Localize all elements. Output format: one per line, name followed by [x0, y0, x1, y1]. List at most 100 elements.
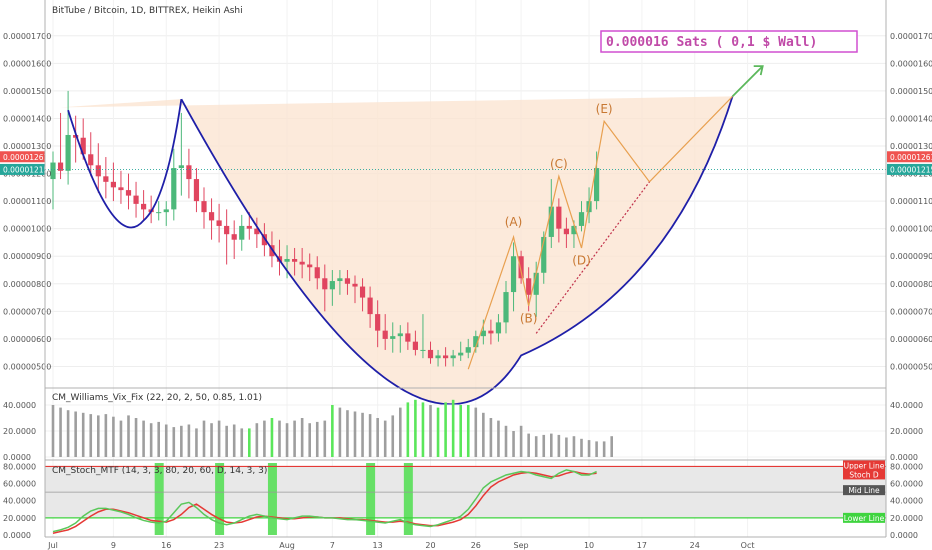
vix-bar	[278, 420, 281, 457]
candle-body	[541, 236, 547, 273]
candle-body	[110, 181, 116, 188]
candle-body	[118, 187, 124, 191]
stoch-right-tick: 40.0000	[890, 497, 923, 506]
wave-label: (D)	[572, 254, 591, 268]
vix-bar	[81, 412, 85, 457]
left-price-tick: 0.00000500	[3, 362, 51, 371]
time-axis: Jul 9 16 23 Aug 7 13 20 26 Sep 10 17 24 Oct	[47, 541, 754, 550]
vix-bar	[112, 416, 115, 457]
price-tag-text-upper-left: 0.00001261	[3, 153, 49, 162]
candle-body	[359, 286, 366, 298]
vix-left-tick: 0.0000	[3, 453, 31, 462]
candle-body	[80, 137, 86, 155]
candle-body	[231, 234, 237, 240]
stoch-k-line	[52, 469, 597, 533]
vix-bar	[338, 407, 342, 457]
candle-body	[261, 234, 267, 246]
candle-body	[571, 225, 577, 235]
vix-bar	[512, 431, 515, 457]
vix-bar	[436, 407, 440, 457]
candle-body	[526, 278, 532, 295]
stoch-upper-tag-bg	[843, 460, 885, 471]
vix-bar	[391, 415, 395, 457]
wave-label: (A)	[505, 215, 523, 229]
candle-body	[367, 297, 373, 315]
price-tag-text-lower-right: 0.00001215	[890, 165, 932, 174]
left-price-tick: 0.00000800	[3, 280, 51, 289]
vix-bar	[534, 436, 538, 457]
vix-bar	[59, 407, 62, 457]
stoch-d-tag-bg	[843, 469, 885, 480]
stoch-lower-tag-bg	[843, 512, 885, 523]
vix-bar	[300, 418, 304, 457]
time-tick: 20	[425, 541, 435, 550]
vix-bar	[459, 405, 462, 457]
candle-body	[420, 349, 426, 351]
candle-body	[533, 272, 539, 295]
right-price-tick: 0.00000600	[890, 335, 932, 344]
left-price-tick: 0.00001000	[3, 225, 51, 234]
wave-label: (B)	[520, 311, 538, 325]
vix-bar	[293, 420, 296, 457]
vix-bar	[565, 437, 568, 457]
vix-bar	[225, 425, 228, 457]
stoch-right-tick: 80.0000	[890, 462, 923, 471]
stoch-right-tick: 60.0000	[890, 480, 923, 489]
annotation-box	[600, 30, 858, 53]
candle-body	[397, 333, 403, 337]
vix-axes: 40.0000 40.0000 20.0000 20.0000 0.0000 0.0000	[3, 401, 923, 462]
candle-body	[156, 212, 162, 214]
price-tag-text-upper-right: 0.00001261	[890, 153, 932, 162]
right-price-tick: 0.00001400	[890, 114, 932, 123]
vix-bar	[263, 420, 266, 457]
candle-body	[246, 225, 252, 229]
vix-bar	[376, 418, 379, 457]
candle-body	[50, 162, 56, 180]
candle-body	[503, 292, 509, 323]
candle-body	[556, 206, 562, 229]
time-tick: Sep	[514, 541, 529, 550]
vix-bar	[232, 424, 236, 457]
stoch-lower-tag: Lower Line	[844, 514, 885, 523]
stoch-left-tick: 0.0000	[3, 531, 31, 540]
stoch-signal-bar	[366, 463, 376, 535]
time-tick: 7	[330, 541, 335, 550]
vix-bar	[489, 418, 493, 457]
candle-body	[344, 278, 351, 284]
vix-bar	[315, 421, 319, 457]
vix-bar	[164, 424, 168, 457]
candle-body	[548, 206, 554, 237]
right-price-tick: 0.00001300	[890, 142, 932, 151]
left-price-tick: 0.00001600	[3, 59, 51, 68]
candle-body	[329, 281, 335, 290]
vix-bar	[217, 420, 221, 457]
candle-body	[171, 168, 177, 210]
candle-body	[594, 168, 600, 202]
candles	[50, 90, 600, 367]
candle-body	[488, 330, 494, 334]
candle-body	[292, 258, 298, 262]
candle-body	[201, 201, 207, 213]
price-tag-text-lower-left: 0.00001215	[3, 165, 49, 174]
candle-body	[239, 225, 245, 240]
stoch-left-tick: 40.0000	[3, 497, 36, 506]
vix-bar	[451, 399, 455, 457]
stoch-mid-tag: Mid Line	[848, 486, 880, 495]
left-price-axis: 0.00001700 0.00001600 0.00001500 0.00001400…	[3, 32, 51, 372]
candle-body	[224, 225, 230, 235]
vix-bar	[519, 425, 523, 457]
candle-body	[314, 267, 320, 279]
candle-body	[510, 256, 517, 293]
target-arrow	[731, 65, 764, 98]
cup-pattern-fill	[60, 96, 733, 405]
stoch-right-tick: 20.0000	[890, 514, 923, 523]
vix-bar	[482, 412, 485, 457]
vix-bar	[323, 420, 327, 457]
vix-bar	[414, 399, 417, 457]
vix-label: CM_Williams_Vix_Fix (22, 20, 2, 50, 0.85…	[52, 393, 262, 403]
stoch-left-tick: 60.0000	[3, 480, 36, 489]
vix-bar	[308, 423, 311, 457]
left-price-tick: 0.00001700	[3, 32, 51, 41]
candle-body	[163, 209, 169, 213]
candle-body	[284, 258, 290, 262]
